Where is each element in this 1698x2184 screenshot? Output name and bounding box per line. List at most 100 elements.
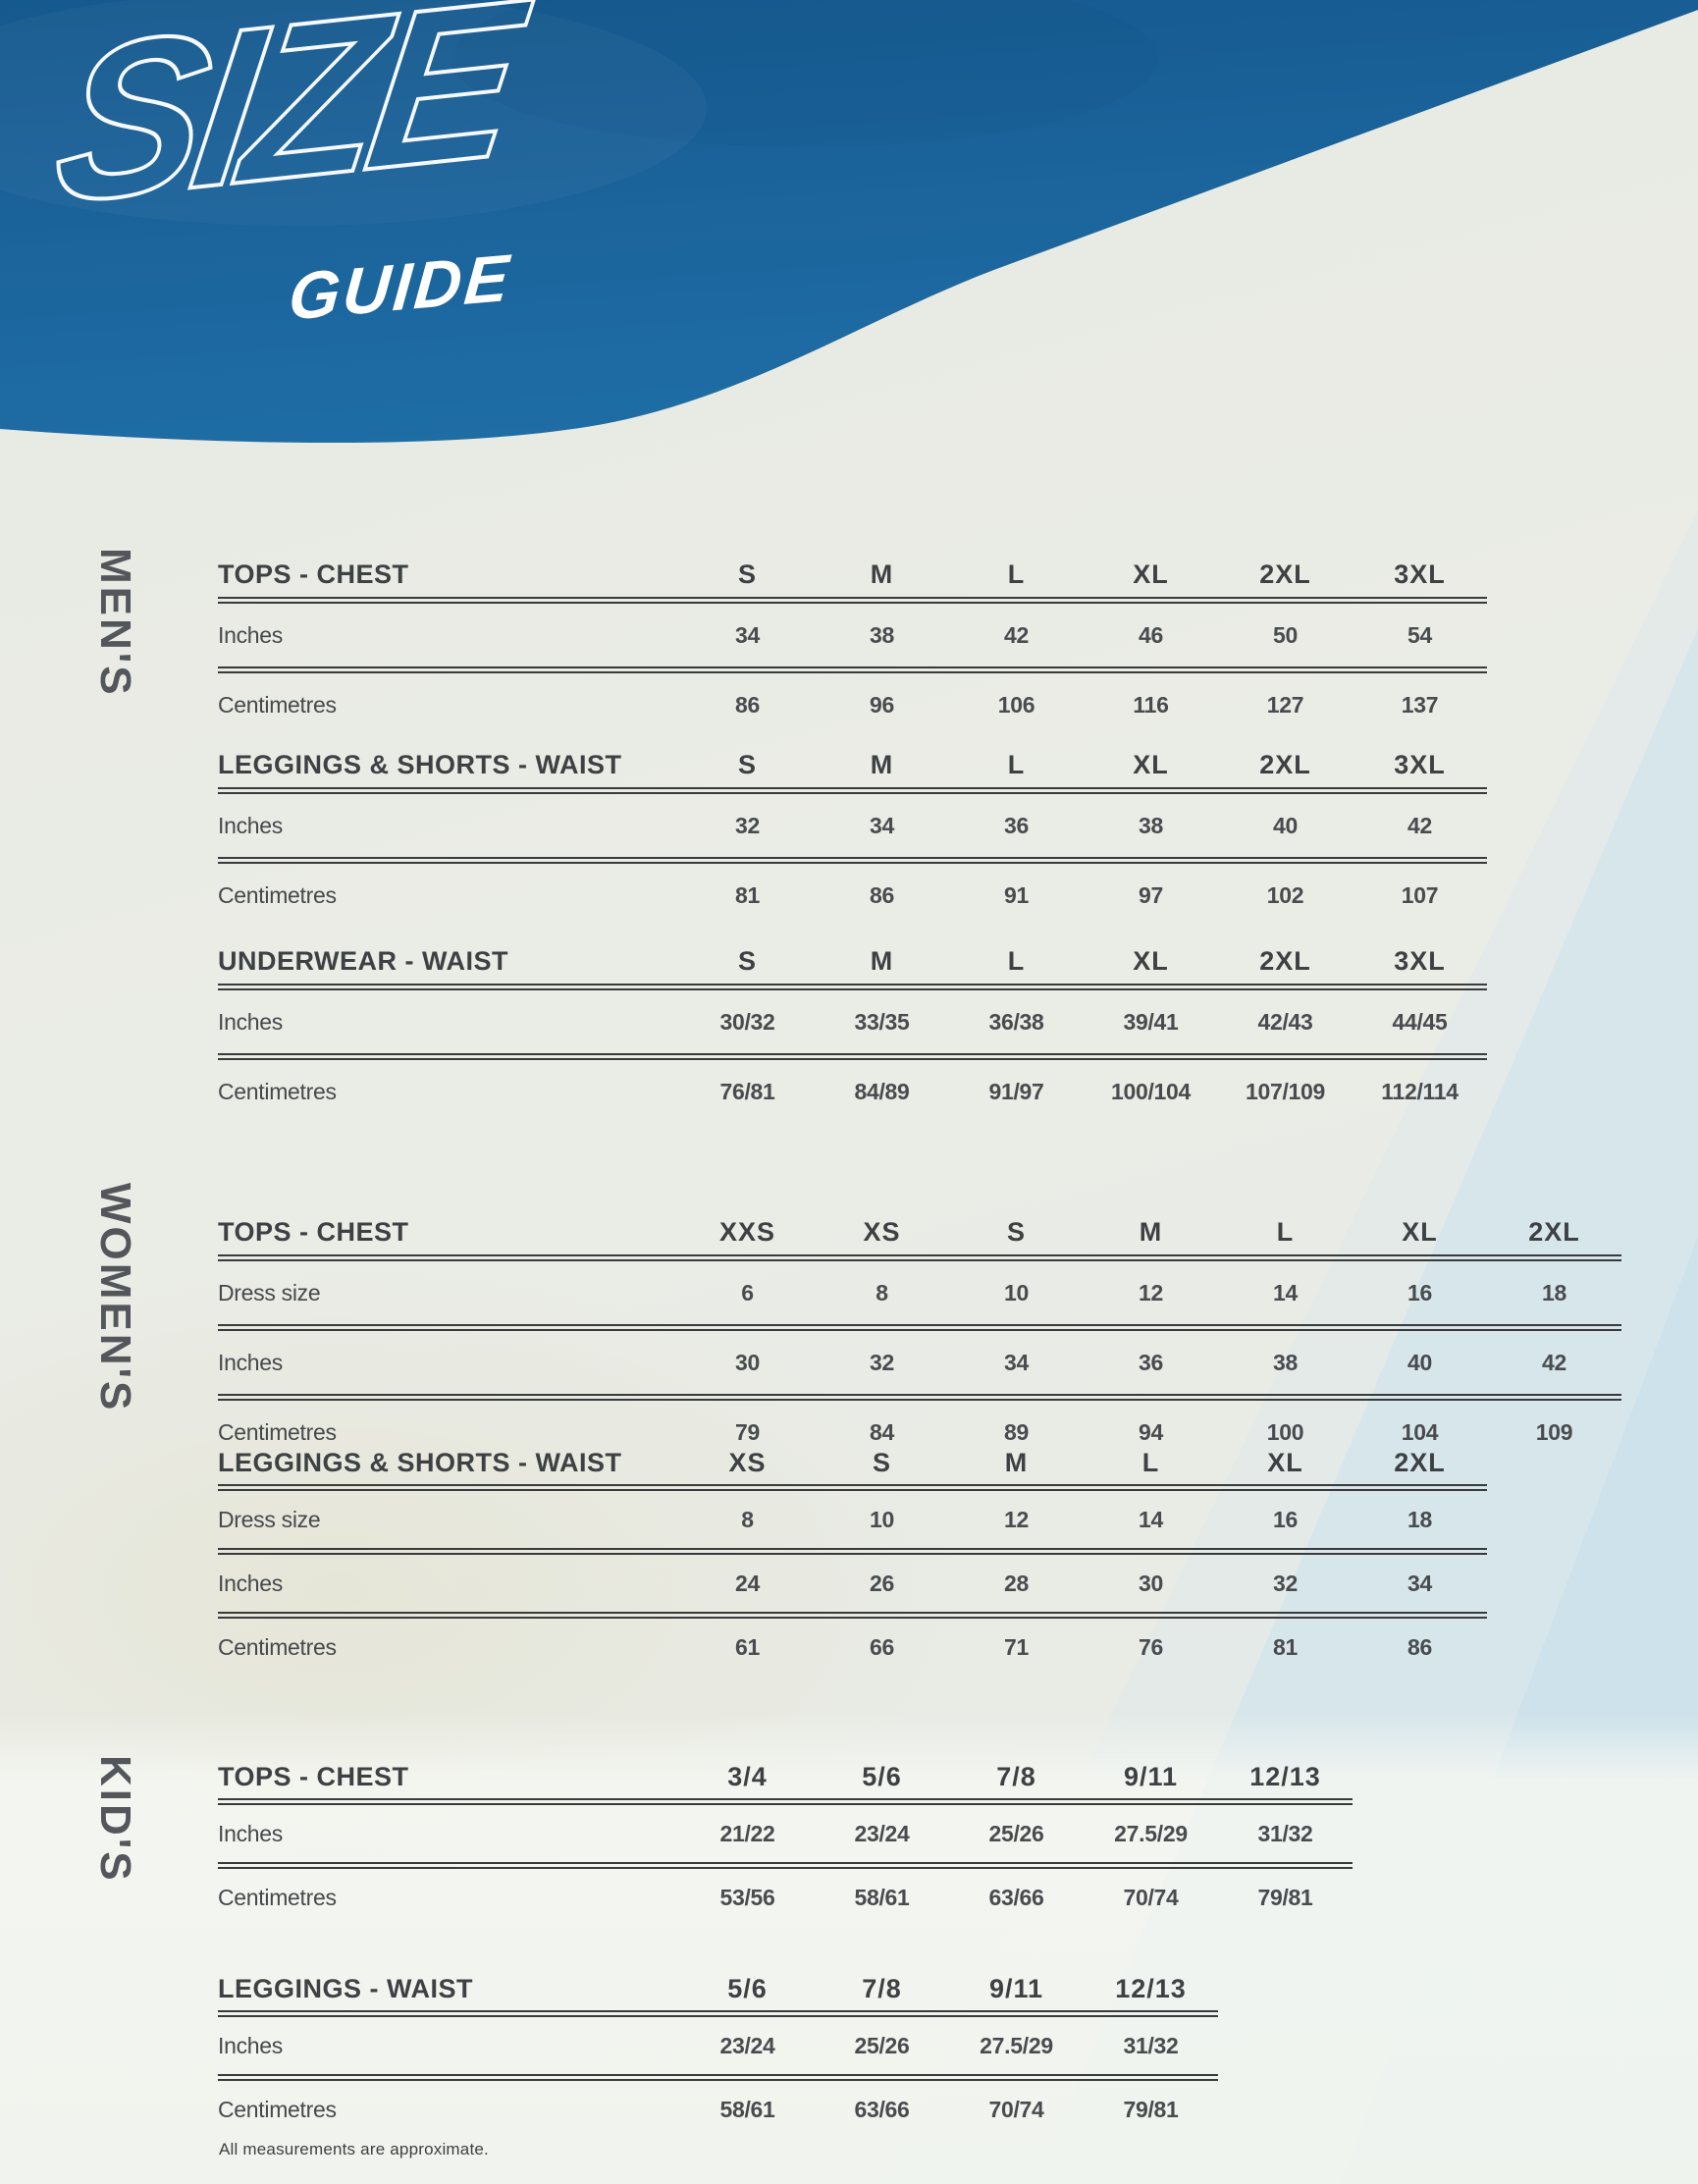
value-cell: 16 [1407,1279,1432,1305]
table-divider [218,1394,1621,1401]
table-row: Dress size 8 10 12 14 16 18 [218,1491,1487,1548]
value-cell: 71 [1004,1633,1029,1660]
row-label: Inches [218,812,283,838]
size-cell: XXS [718,1216,776,1247]
table-header-row: LEGGINGS - WAIST 5/6 7/8 9/11 12/13 [218,1967,1218,2010]
value-cell: 42/43 [1257,1008,1313,1035]
value-cell: 30 [735,1349,760,1375]
value-cell: 26 [870,1570,894,1596]
table-row: Inches 21/22 23/24 25/26 27.5/29 31/32 [218,1805,1353,1862]
value-cell: 102 [1266,881,1304,908]
size-cell: 2XL [1259,559,1311,589]
row-values: 21/22 23/24 25/26 27.5/29 31/32 [680,1821,1353,1847]
value-cell: 94 [1139,1418,1163,1445]
row-label: Centimetres [218,2096,337,2122]
table-row: Centimetres 58/61 63/66 70/74 79/81 [218,2081,1218,2138]
table-row: Inches 34 38 42 46 50 54 [218,604,1487,666]
value-cell: 25/26 [988,1820,1044,1846]
table-header-row: LEGGINGS & SHORTS - WAIST S M L XL 2XL 3XL [218,742,1487,787]
size-cell: XS [863,1216,901,1247]
value-cell: 16 [1273,1506,1298,1532]
row-values: 8 10 12 14 16 18 [680,1507,1487,1533]
table-row: Dress size 6 8 10 12 14 16 18 [218,1261,1621,1324]
table-row: Centimetres 79 84 89 94 100 104 109 [218,1401,1621,1464]
row-values: 81 86 91 97 102 107 [680,882,1487,909]
section-label-womens: WOMEN'S [91,1183,139,1413]
value-cell: 34 [1004,1349,1029,1375]
value-cell: 104 [1401,1418,1439,1445]
value-cell: 6 [741,1279,754,1305]
value-cell: 10 [870,1506,894,1532]
value-cell: 91 [1004,881,1029,908]
size-cell: S [872,1447,891,1477]
footer-note: All measurements are approximate. [219,2140,489,2158]
size-cell: 7/8 [862,1973,902,2003]
value-cell: 30/32 [719,1008,775,1035]
size-guide-logo: SIZE GUIDE [41,0,791,391]
value-cell: 32 [870,1349,894,1375]
kids-leggings-table: LEGGINGS - WAIST 5/6 7/8 9/11 12/13 Inches … [218,1967,1218,2138]
size-cell: XL [1267,1447,1303,1477]
table-header-row: UNDERWEAR - WAIST S M L XL 2XL 3XL [218,938,1487,984]
value-cell: 137 [1401,691,1439,718]
value-cell: 32 [735,812,760,838]
table-title: TOPS - CHEST [218,1216,409,1247]
value-cell: 86 [1407,1633,1432,1660]
size-cell: 5/6 [727,1973,768,2003]
bottom-light-overlay [0,1713,1698,2184]
value-cell: 31/32 [1123,2032,1179,2058]
value-cell: 38 [1273,1349,1298,1375]
mens-leggings-shorts-table: LEGGINGS & SHORTS - WAIST S M L XL 2XL 3XL In… [218,742,1487,927]
table-divider [218,2010,1218,2017]
value-cell: 12 [1004,1506,1029,1532]
value-cell: 36 [1139,1349,1163,1375]
value-cell: 34 [735,621,760,648]
size-header-cells: S M L XL 2XL 3XL [680,750,1487,780]
size-cell: XS [728,1447,767,1477]
value-cell: 70/74 [988,2096,1044,2122]
table-row: Inches 23/24 25/26 27.5/29 31/32 [218,2017,1218,2074]
logo-guide-text: GUIDE [286,240,515,335]
row-values: 86 96 106 116 127 137 [680,692,1487,719]
value-cell: 27.5/29 [1114,1820,1188,1846]
value-cell: 23/24 [719,2032,775,2058]
value-cell: 100/104 [1110,1078,1192,1104]
value-cell: 127 [1266,691,1304,718]
value-cell: 112/114 [1381,1078,1459,1104]
value-cell: 58/61 [854,1884,910,1910]
table-row: Centimetres 53/56 58/61 63/66 70/74 79/81 [218,1869,1353,1926]
value-cell: 91/97 [988,1078,1044,1104]
value-cell: 106 [997,691,1035,718]
logo-size-text: SIZE [41,0,527,252]
value-cell: 12 [1139,1279,1163,1305]
mens-underwear-table: UNDERWEAR - WAIST S M L XL 2XL 3XL Inches 30/… [218,938,1487,1123]
row-values: 30/32 33/35 36/38 39/41 42/43 44/45 [680,1009,1487,1036]
table-divider [218,1324,1621,1331]
row-label: Inches [218,2032,283,2058]
table-divider [218,857,1487,864]
size-cell: 9/11 [988,1973,1044,2003]
size-cell: M [1004,1447,1029,1477]
size-cell: L [1007,749,1026,779]
row-label: Centimetres [218,1633,337,1660]
value-cell: 23/24 [854,1820,910,1846]
value-cell: 97 [1139,881,1163,908]
value-cell: 36 [1004,812,1029,838]
value-cell: 76/81 [719,1078,775,1104]
value-cell: 86 [870,881,894,908]
size-header-cells: XXS XS S M L XL 2XL [680,1217,1621,1248]
size-cell: XL [1133,945,1169,976]
table-divider [218,1862,1353,1869]
row-label: Dress size [218,1279,321,1305]
size-cell: 7/8 [996,1761,1036,1791]
size-cell: M [870,559,894,589]
size-cell: M [870,945,894,976]
value-cell: 40 [1273,812,1298,838]
value-cell: 24 [735,1570,760,1596]
table-header-row: LEGGINGS & SHORTS - WAIST XS S M L XL 2XL [218,1441,1487,1484]
value-cell: 39/41 [1123,1008,1179,1035]
value-cell: 25/26 [854,2032,910,2058]
value-cell: 14 [1273,1279,1298,1305]
table-title: LEGGINGS & SHORTS - WAIST [218,749,622,779]
